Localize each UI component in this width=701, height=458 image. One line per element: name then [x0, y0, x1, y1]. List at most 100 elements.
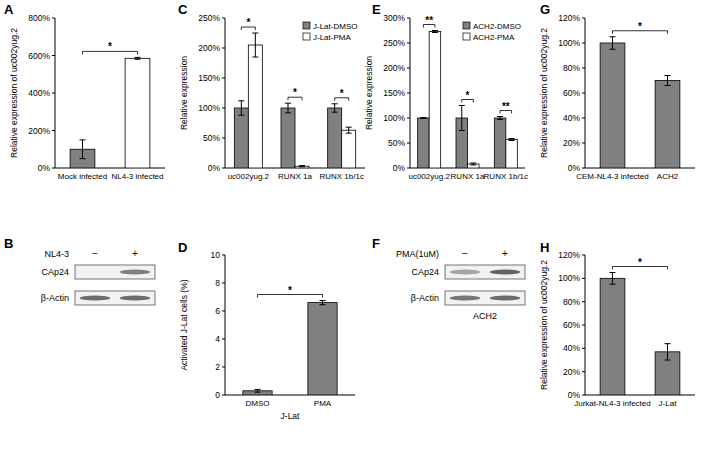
- panel-h: H0%20%40%60%80%100%120%Relative expressi…: [539, 240, 695, 408]
- y-tick-label: 20%: [563, 138, 580, 148]
- error-cap: [610, 284, 616, 285]
- y-axis-label: Relative expression of uc002yug.2: [9, 28, 19, 158]
- error-cap: [285, 112, 291, 113]
- error-stem: [241, 101, 242, 115]
- error-cap: [610, 49, 616, 50]
- bar: [600, 278, 625, 395]
- y-axis-label: Activated J-Lat cells (%): [179, 279, 189, 370]
- bar: [234, 108, 248, 168]
- error-cap: [135, 57, 141, 58]
- x-tick-label: uc002yug.2: [228, 172, 270, 181]
- marks: [70, 57, 150, 168]
- error-bar: [420, 118, 426, 119]
- y-tick: [52, 93, 55, 94]
- error-cap: [238, 115, 244, 116]
- error-bar: [497, 117, 503, 120]
- y-axis-label: Relative expression: [364, 56, 374, 130]
- band: [490, 296, 520, 301]
- y-tick: [582, 118, 585, 119]
- row-label: CAp24: [411, 267, 439, 277]
- band: [450, 270, 480, 275]
- error-bar: [459, 106, 465, 131]
- y-tick-label: 150%: [198, 73, 220, 83]
- panel-g: G0%20%40%60%80%100%120%Relative expressi…: [539, 2, 695, 181]
- panel-c: C0%50%100%150%200%250%Relative expressio…: [178, 2, 365, 181]
- panel-letter: B: [4, 236, 13, 251]
- bar: [506, 140, 518, 169]
- bar: [248, 45, 262, 168]
- marks: [243, 301, 337, 396]
- figure: A0%200%400%600%800%Relative expression o…: [0, 0, 701, 458]
- lane-label: −: [462, 248, 468, 259]
- y-tick: [407, 43, 410, 44]
- y-tick: [407, 143, 410, 144]
- bar: [295, 166, 309, 168]
- error-stem: [334, 104, 335, 112]
- x-tick-label: uc002yug.2: [408, 172, 450, 181]
- error-cap: [459, 105, 465, 106]
- blot-strip: [75, 265, 155, 279]
- y-tick: [52, 168, 55, 169]
- lane-label: −: [92, 248, 98, 259]
- error-cap: [610, 272, 616, 273]
- y-tick-label: 40%: [563, 113, 580, 123]
- y-tick: [407, 93, 410, 94]
- y-tick-label: 100%: [558, 38, 580, 48]
- y-tick-label: 10: [211, 250, 221, 260]
- x-tick-label: RUNX 1a: [278, 172, 312, 181]
- y-tick: [582, 371, 585, 372]
- error-cap: [432, 30, 438, 31]
- band: [80, 270, 110, 275]
- significance-bracket: *: [613, 21, 668, 34]
- panel-e: E0%50%100%150%200%250%300%Relative expre…: [364, 2, 528, 181]
- panel-d: D0246810Activated J-Lat cells (%)DMSOPMA…: [178, 240, 355, 421]
- band: [450, 296, 480, 301]
- y-tick: [222, 138, 225, 139]
- legend-swatch: [463, 22, 470, 29]
- significance-label: *: [288, 285, 292, 296]
- legend-label: J-Lat-DMSO: [313, 22, 357, 31]
- error-cap: [135, 59, 141, 60]
- y-tick: [582, 168, 585, 169]
- blot-label: ACH2: [473, 311, 497, 321]
- significance-label: *: [246, 17, 250, 28]
- y-tick: [222, 395, 225, 396]
- significance-bracket: *: [462, 90, 474, 103]
- error-stem: [667, 344, 668, 360]
- error-cap: [252, 33, 258, 34]
- y-tick-label: 100%: [198, 103, 220, 113]
- panel-letter: F: [372, 236, 380, 251]
- y-tick-label: 600%: [28, 51, 50, 61]
- y-tick: [222, 311, 225, 312]
- y-tick: [407, 118, 410, 119]
- significance-label: *: [638, 21, 642, 32]
- error-cap: [497, 119, 503, 120]
- error-bar: [665, 76, 671, 86]
- blot-strip: [445, 291, 525, 305]
- error-cap: [320, 300, 326, 301]
- error-cap: [299, 165, 305, 166]
- error-cap: [509, 138, 515, 139]
- error-bar: [238, 101, 244, 115]
- y-tick-label: 200%: [28, 126, 50, 136]
- marks: [234, 33, 355, 168]
- x-tick-label: RUNX 1b/1c: [319, 172, 363, 181]
- significance-bracket: *: [288, 87, 302, 100]
- y-tick: [582, 278, 585, 279]
- error-cap: [420, 118, 426, 119]
- significance-bracket: *: [613, 257, 668, 270]
- significance-bracket: *: [258, 285, 323, 298]
- error-bar: [665, 344, 671, 360]
- error-stem: [82, 140, 83, 159]
- error-cap: [80, 158, 86, 159]
- band: [120, 296, 150, 301]
- y-tick-label: 120%: [558, 13, 580, 23]
- y-tick: [222, 18, 225, 19]
- y-tick: [582, 325, 585, 326]
- y-axis: [225, 255, 226, 395]
- error-cap: [238, 100, 244, 101]
- error-stem: [612, 37, 613, 50]
- significance-label: *: [466, 90, 470, 101]
- y-tick: [52, 130, 55, 131]
- significance-label: *: [108, 41, 112, 52]
